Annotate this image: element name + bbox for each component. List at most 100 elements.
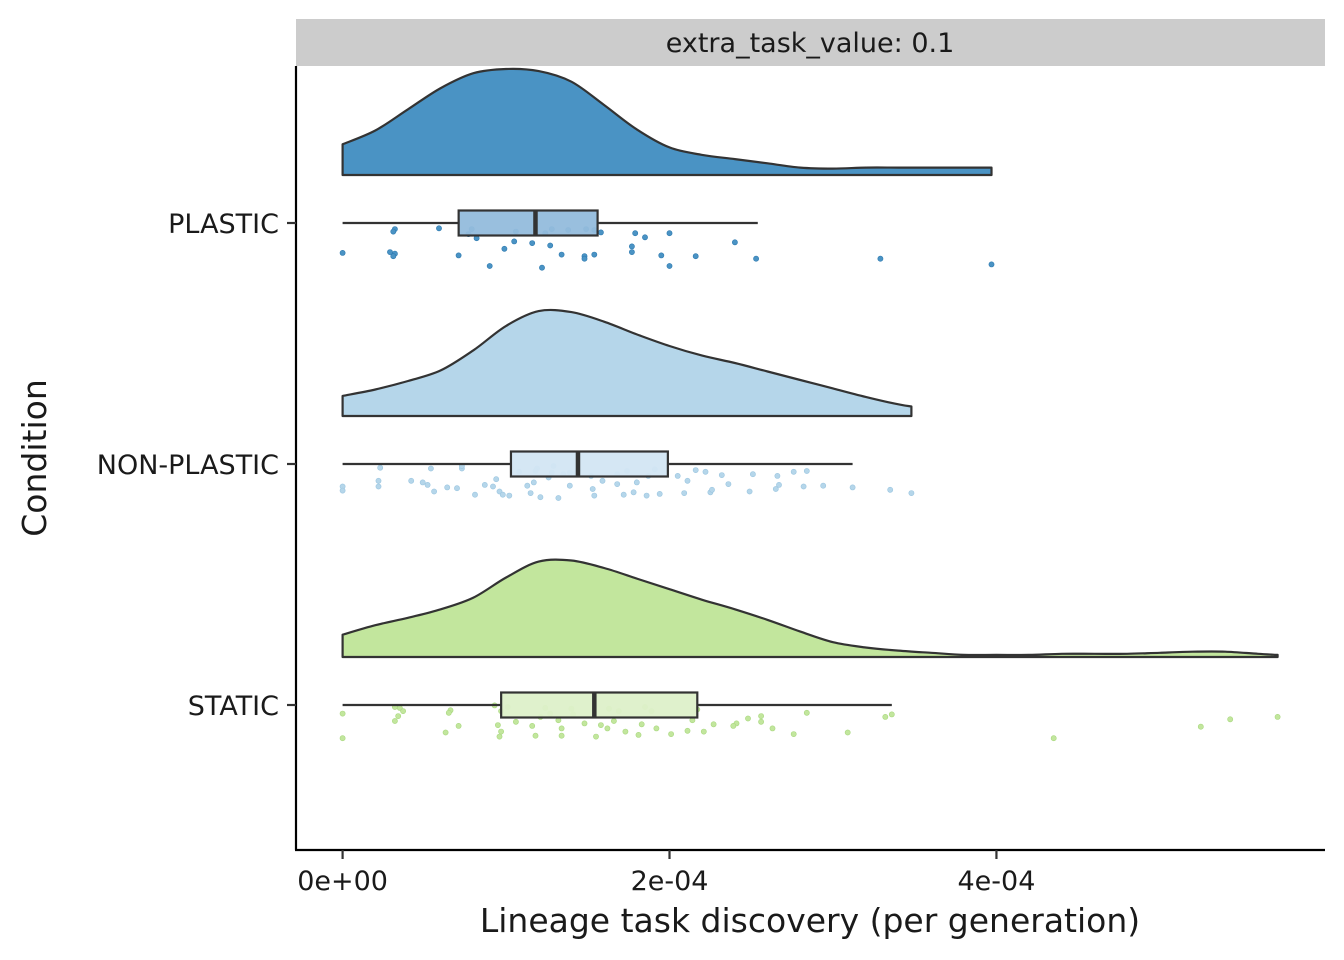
data-point-static xyxy=(730,723,737,729)
data-point-static xyxy=(844,729,851,736)
data-point-non-plastic xyxy=(674,472,681,479)
data-point-static xyxy=(442,729,449,736)
data-point-non-plastic xyxy=(772,486,779,492)
data-point-non-plastic xyxy=(375,477,382,484)
facet-strip xyxy=(296,19,1325,66)
data-point-non-plastic xyxy=(702,468,709,475)
data-point-static xyxy=(653,725,660,732)
data-point-plastic xyxy=(539,264,545,271)
data-point-static xyxy=(391,718,398,724)
data-point-plastic xyxy=(642,234,648,241)
data-point-non-plastic xyxy=(339,487,346,494)
data-point-non-plastic xyxy=(908,490,915,496)
data-point-static xyxy=(604,725,611,732)
data-point-static xyxy=(581,720,588,727)
data-point-plastic xyxy=(511,238,518,245)
x-tick-label: 4e-04 xyxy=(957,866,1035,897)
data-point-static xyxy=(1274,714,1281,720)
data-point-static xyxy=(668,731,674,737)
data-point-static xyxy=(758,713,764,719)
data-point-static xyxy=(498,728,504,735)
y-axis-ticks: PLASTIC NON-PLASTIC STATIC xyxy=(97,209,296,722)
data-point-static xyxy=(445,709,452,716)
data-point-non-plastic xyxy=(750,471,756,478)
data-point-static xyxy=(1197,723,1204,730)
data-point-non-plastic xyxy=(524,482,531,489)
data-point-plastic xyxy=(598,229,604,236)
data-point-static xyxy=(339,710,346,717)
data-point-non-plastic xyxy=(633,479,640,486)
data-point-non-plastic xyxy=(630,489,637,496)
data-point-plastic xyxy=(455,252,462,259)
data-point-static xyxy=(710,721,717,728)
x-tick-label: 0e+00 xyxy=(297,866,388,897)
data-point-non-plastic xyxy=(427,465,434,472)
data-point-non-plastic xyxy=(506,492,513,499)
data-point-non-plastic xyxy=(684,477,691,484)
density-cloud-static xyxy=(341,558,1279,659)
data-point-static xyxy=(558,732,565,739)
data-point-static xyxy=(400,708,406,714)
data-point-static xyxy=(882,714,889,720)
data-point-plastic xyxy=(486,263,493,269)
data-point-plastic xyxy=(732,239,738,246)
data-point-non-plastic xyxy=(591,492,598,499)
density-cloud-plastic xyxy=(341,67,993,177)
data-point-plastic xyxy=(877,255,884,262)
data-point-non-plastic xyxy=(424,481,431,488)
data-point-plastic xyxy=(529,240,536,246)
data-point-static xyxy=(803,709,810,716)
data-point-non-plastic xyxy=(481,481,488,488)
data-point-plastic xyxy=(547,242,554,249)
data-point-static xyxy=(700,728,707,735)
data-point-non-plastic xyxy=(820,482,827,489)
data-point-plastic xyxy=(390,253,397,260)
y-tick-label-static: STATIC xyxy=(188,691,279,722)
data-point-non-plastic xyxy=(774,472,781,479)
data-point-non-plastic xyxy=(375,483,382,490)
y-tick-label-plastic: PLASTIC xyxy=(168,209,279,240)
data-point-non-plastic xyxy=(527,490,534,496)
plot-area xyxy=(339,67,1281,742)
data-point-static xyxy=(593,733,599,740)
density-cloud-non-plastic xyxy=(341,308,913,418)
data-point-non-plastic xyxy=(530,479,537,486)
data-point-static xyxy=(455,723,462,729)
data-point-plastic xyxy=(632,230,639,237)
data-point-plastic xyxy=(658,252,665,259)
data-point-non-plastic xyxy=(444,484,451,491)
data-point-plastic xyxy=(501,245,508,252)
data-point-non-plastic xyxy=(692,467,699,473)
data-point-static xyxy=(532,732,539,739)
data-point-plastic xyxy=(581,255,588,262)
data-point-plastic xyxy=(692,253,699,260)
data-point-non-plastic xyxy=(803,468,810,474)
data-point-non-plastic xyxy=(408,477,415,484)
data-point-static xyxy=(758,718,764,725)
x-axis-ticks: 0e+00 2e-04 4e-04 xyxy=(297,850,1035,897)
data-point-non-plastic xyxy=(472,491,478,498)
data-point-plastic xyxy=(666,263,673,269)
data-point-non-plastic xyxy=(566,482,573,489)
data-point-non-plastic xyxy=(776,481,782,488)
data-point-static xyxy=(745,715,751,722)
data-point-plastic xyxy=(436,225,442,232)
data-point-plastic xyxy=(753,255,759,262)
box-static xyxy=(500,691,699,719)
data-point-plastic xyxy=(629,243,635,250)
x-axis-title: Lineage task discovery (per generation) xyxy=(480,901,1140,940)
data-point-static xyxy=(790,731,797,737)
data-point-static xyxy=(529,723,536,729)
data-point-static xyxy=(684,727,691,734)
data-point-plastic xyxy=(591,251,598,258)
data-point-non-plastic xyxy=(887,486,894,493)
data-point-non-plastic xyxy=(709,486,715,493)
data-point-non-plastic xyxy=(790,468,797,475)
data-point-static xyxy=(888,711,895,718)
data-point-non-plastic xyxy=(377,464,384,471)
data-point-non-plastic xyxy=(725,481,732,487)
data-point-static xyxy=(611,718,617,724)
data-point-plastic xyxy=(339,249,346,256)
data-point-non-plastic xyxy=(454,485,460,492)
data-point-non-plastic xyxy=(499,491,506,498)
